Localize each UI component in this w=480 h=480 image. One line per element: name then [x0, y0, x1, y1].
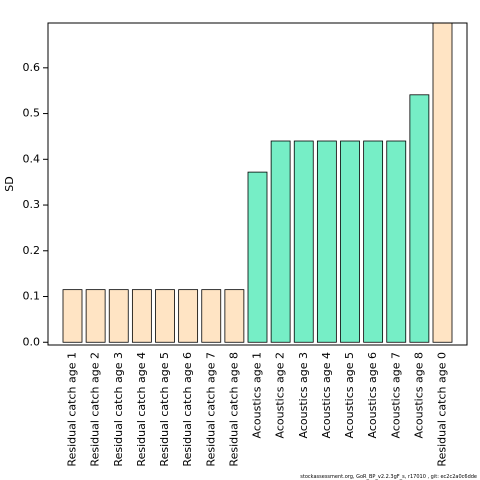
- bar: [131, 289, 152, 343]
- y-tick-label: 0.6: [23, 61, 41, 74]
- bar: [316, 140, 337, 343]
- bar: [270, 140, 291, 343]
- x-tick-label: Acoustics age 5: [343, 352, 356, 438]
- bar: [85, 289, 106, 343]
- x-tick-label: Acoustics age 1: [251, 352, 264, 438]
- bar: [62, 289, 83, 343]
- bar: [108, 289, 129, 343]
- bar: [178, 289, 199, 343]
- y-tick-label: 0.5: [23, 107, 41, 120]
- x-tick-label: Acoustics age 2: [274, 352, 287, 438]
- bar: [340, 140, 360, 343]
- x-tick-label: Acoustics age 7: [389, 352, 402, 438]
- bar: [247, 171, 268, 343]
- x-tick-label: Residual catch age 2: [89, 352, 102, 467]
- x-tick-label: Residual catch age 4: [135, 352, 148, 467]
- plot-frame: [47, 22, 468, 346]
- x-tick-label: Residual catch age 5: [158, 352, 171, 467]
- bar: [363, 140, 384, 343]
- x-tick-label: Acoustics age 6: [366, 352, 379, 438]
- y-tick-label: 0.2: [23, 244, 41, 257]
- bar: [201, 289, 222, 343]
- x-tick-label: Residual catch age 3: [112, 352, 125, 467]
- x-tick-label: Residual catch age 0: [436, 352, 449, 467]
- bar: [386, 140, 407, 343]
- x-tick-label: Acoustics age 3: [297, 352, 310, 438]
- bar: [293, 140, 314, 343]
- y-tick-label: 0.3: [23, 198, 41, 211]
- footnote: stockassessment.org, GoR_BP_v2.2.3gF_s, …: [300, 474, 477, 480]
- bar: [432, 22, 453, 343]
- x-tick-label: Acoustics age 8: [412, 352, 425, 438]
- bar: [155, 289, 175, 343]
- y-axis-label: SD: [3, 176, 16, 191]
- bar: [224, 289, 245, 343]
- y-tick-label: 0.4: [23, 152, 41, 165]
- x-tick-label: Residual catch age 1: [66, 352, 79, 467]
- x-tick-label: Residual catch age 8: [227, 352, 240, 467]
- bar: [409, 94, 430, 343]
- x-tick-label: Residual catch age 6: [181, 352, 194, 467]
- x-tick-label: Acoustics age 4: [320, 352, 333, 438]
- y-tick-label: 0.1: [23, 290, 41, 303]
- y-tick-label: 0.0: [23, 335, 41, 348]
- x-tick-label: Residual catch age 7: [204, 352, 217, 467]
